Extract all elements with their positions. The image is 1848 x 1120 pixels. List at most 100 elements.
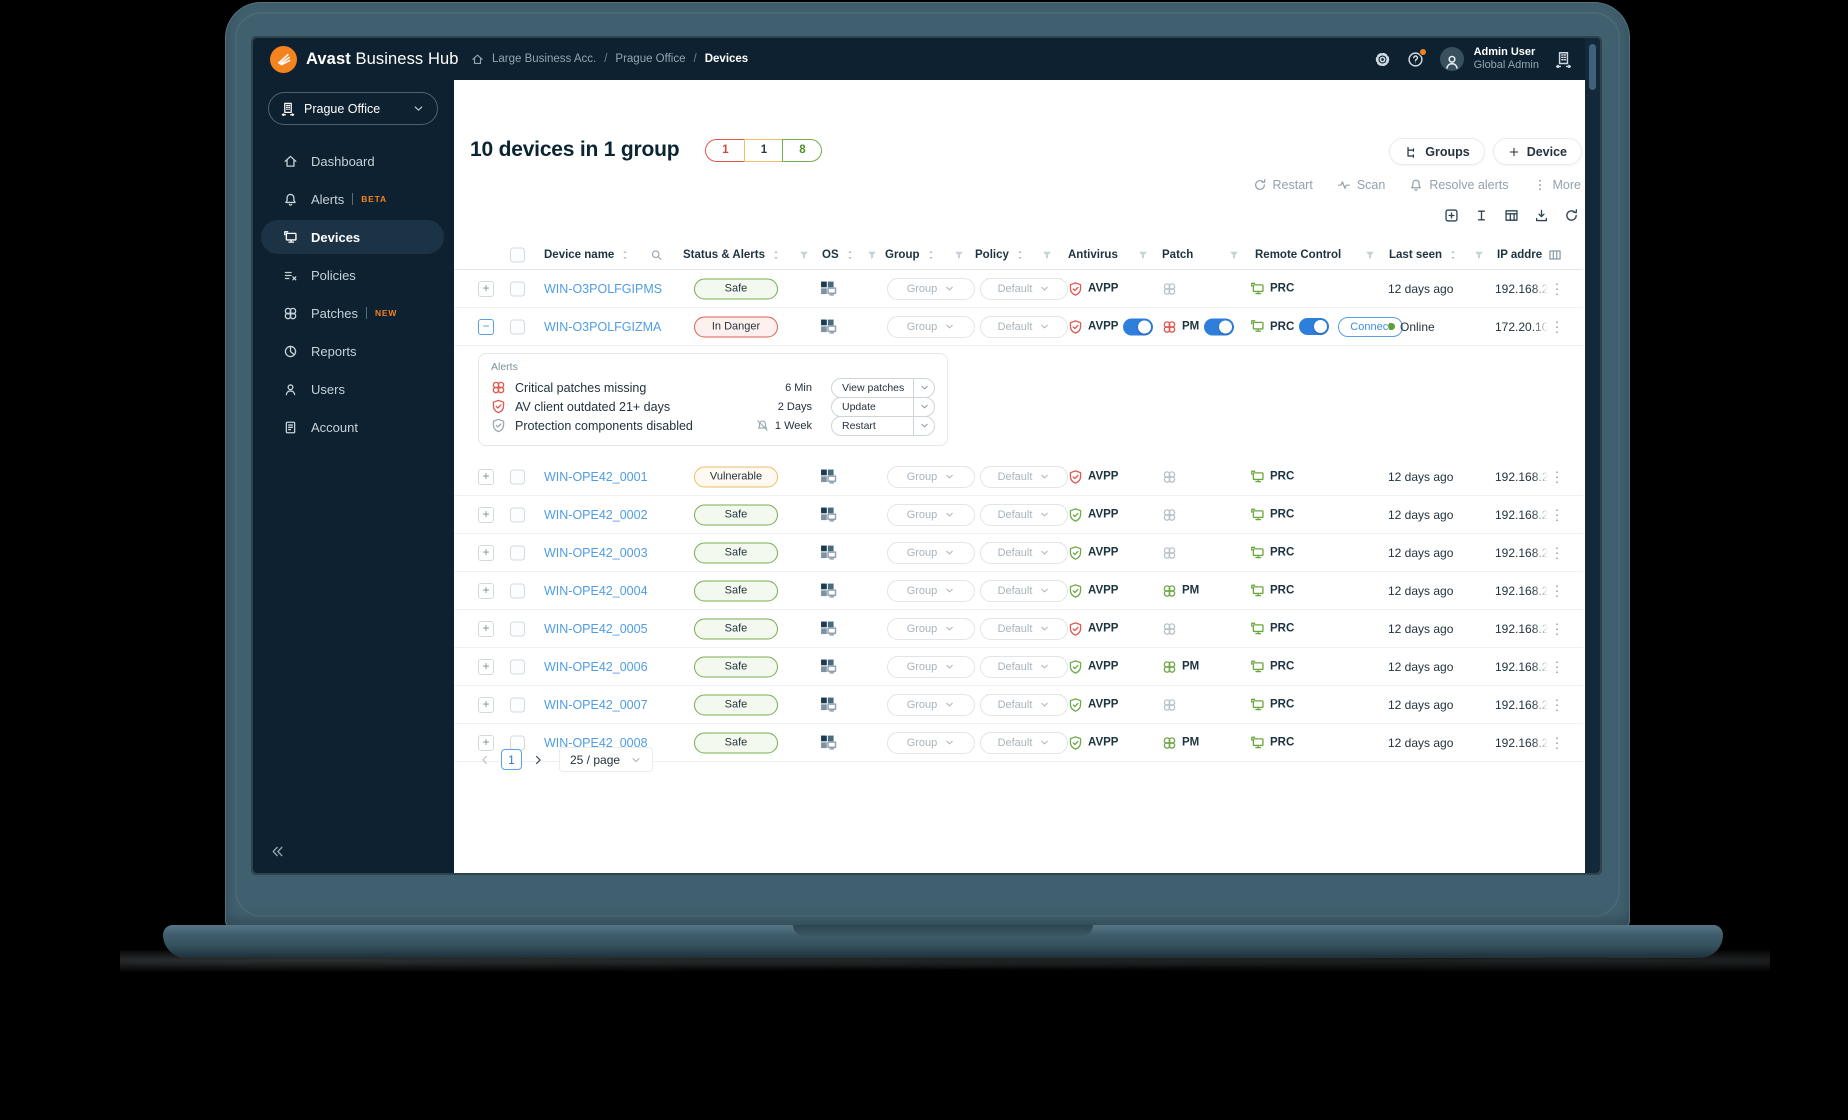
breadcrumb-site[interactable]: Prague Office (615, 53, 686, 65)
help-button[interactable] (1407, 47, 1427, 68)
expand-row-button[interactable]: + (478, 280, 494, 297)
remote-control-toggle[interactable] (1299, 318, 1330, 335)
device-name-link[interactable]: WIN-OPE42_0001 (544, 469, 648, 484)
breadcrumb-account[interactable]: Large Business Acc. (492, 53, 597, 65)
row-kebab-menu[interactable]: ⋮ (1550, 318, 1564, 334)
policy-dropdown[interactable]: Default (980, 503, 1068, 526)
avatar[interactable] (1439, 47, 1464, 71)
row-checkbox[interactable] (510, 583, 525, 598)
policy-dropdown[interactable]: Default (980, 579, 1068, 602)
settings-gear-icon[interactable] (1374, 51, 1391, 68)
group-dropdown[interactable]: Group (887, 655, 975, 678)
row-kebab-menu[interactable]: ⋮ (1550, 544, 1564, 560)
alert-action-dropdown[interactable]: Restart (831, 415, 935, 436)
vulnerable-count-badge[interactable]: 1 (743, 138, 784, 162)
sidebar-item-patches[interactable]: Patches NEW (253, 294, 454, 332)
expand-row-button[interactable]: + (478, 468, 494, 485)
expand-row-button[interactable]: + (478, 620, 494, 637)
column-antivirus[interactable]: Antivirus (1068, 248, 1118, 261)
row-kebab-menu[interactable]: ⋮ (1550, 280, 1564, 296)
site-selector[interactable]: Prague Office (268, 92, 438, 125)
group-dropdown[interactable]: Group (887, 503, 975, 526)
group-dropdown[interactable]: Group (887, 731, 975, 754)
sort-icon[interactable] (925, 249, 937, 261)
device-name-link[interactable]: WIN-OPE42_0002 (544, 507, 648, 522)
alert-action-dropdown[interactable]: View patches (831, 377, 935, 398)
row-checkbox[interactable] (510, 621, 525, 636)
column-last-seen[interactable]: Last seen (1389, 248, 1443, 261)
org-switcher-icon[interactable] (1555, 51, 1572, 68)
sidebar-item-dashboard[interactable]: Dashboard (253, 142, 454, 180)
row-kebab-menu[interactable]: ⋮ (1550, 620, 1564, 636)
column-os[interactable]: OS (822, 248, 839, 261)
policy-dropdown[interactable]: Default (980, 655, 1068, 678)
table-view-icon[interactable] (1504, 208, 1519, 223)
row-kebab-menu[interactable]: ⋮ (1550, 696, 1564, 712)
policy-dropdown[interactable]: Default (980, 541, 1068, 564)
column-status[interactable]: Status & Alerts (683, 248, 766, 261)
expand-all-icon[interactable] (1444, 208, 1459, 223)
sort-icon[interactable] (1014, 249, 1026, 261)
row-checkbox[interactable] (510, 697, 525, 712)
prev-page-icon[interactable] (478, 753, 492, 767)
user-info[interactable]: Admin User Global Admin (1474, 46, 1539, 71)
device-name-link[interactable]: WIN-OPE42_0007 (544, 697, 648, 712)
policy-dropdown[interactable]: Default (980, 465, 1068, 488)
expand-row-button[interactable]: + (478, 734, 494, 751)
column-ip-address[interactable]: IP addre (1497, 248, 1543, 261)
policy-dropdown[interactable]: Default (980, 731, 1068, 754)
filter-icon[interactable] (1137, 249, 1149, 261)
device-name-link[interactable]: WIN-OPE42_0003 (544, 545, 648, 560)
restart-action[interactable]: Restart (1253, 178, 1313, 192)
add-device-button[interactable]: Device (1493, 139, 1581, 164)
filter-icon[interactable] (798, 249, 810, 261)
expand-row-button[interactable]: + (478, 658, 494, 675)
row-kebab-menu[interactable]: ⋮ (1550, 468, 1564, 484)
filter-icon[interactable] (953, 249, 965, 261)
column-device-name[interactable]: Device name (544, 248, 615, 261)
policy-dropdown[interactable]: Default (980, 315, 1068, 338)
sidebar-item-alerts[interactable]: Alerts BETA (253, 180, 454, 218)
group-dropdown[interactable]: Group (887, 617, 975, 640)
row-checkbox[interactable] (510, 545, 525, 560)
group-dropdown[interactable]: Group (887, 693, 975, 716)
column-remote-control[interactable]: Remote Control (1255, 248, 1342, 261)
filter-icon[interactable] (1364, 249, 1376, 261)
antivirus-toggle[interactable] (1123, 318, 1154, 335)
sort-icon[interactable] (1447, 249, 1459, 261)
row-checkbox[interactable] (510, 659, 525, 674)
row-kebab-menu[interactable]: ⋮ (1550, 734, 1564, 750)
export-download-icon[interactable] (1534, 208, 1549, 223)
device-name-link[interactable]: WIN-O3POLFGIZMA (544, 319, 662, 334)
group-dropdown[interactable]: Group (887, 541, 975, 564)
row-kebab-menu[interactable]: ⋮ (1550, 658, 1564, 674)
device-name-link[interactable]: WIN-OPE42_0008 (544, 735, 648, 750)
column-group[interactable]: Group (885, 248, 920, 261)
row-height-icon[interactable] (1474, 208, 1489, 223)
filter-icon[interactable] (1228, 249, 1240, 261)
scan-action[interactable]: Scan (1337, 178, 1385, 192)
filter-icon[interactable] (1041, 249, 1053, 261)
group-dropdown[interactable]: Group (887, 315, 975, 338)
search-icon[interactable] (650, 248, 663, 261)
current-page[interactable]: 1 (501, 749, 522, 770)
sidebar-item-reports[interactable]: Reports (253, 332, 454, 370)
more-action[interactable]: More (1533, 178, 1581, 192)
policy-dropdown[interactable]: Default (980, 617, 1068, 640)
row-checkbox[interactable] (510, 281, 525, 296)
sidebar-item-account[interactable]: Account (253, 408, 454, 446)
row-kebab-menu[interactable]: ⋮ (1550, 582, 1564, 598)
refresh-icon[interactable] (1564, 208, 1579, 223)
device-name-link[interactable]: WIN-OPE42_0005 (544, 621, 648, 636)
scrollbar-thumb[interactable] (1589, 44, 1596, 90)
row-checkbox[interactable] (510, 507, 525, 522)
sidebar-item-users[interactable]: Users (253, 370, 454, 408)
filter-icon[interactable] (1473, 249, 1485, 261)
collapse-row-button[interactable]: − (478, 318, 494, 335)
collapse-sidebar-icon[interactable] (270, 844, 285, 859)
home-icon[interactable] (471, 53, 484, 66)
device-name-link[interactable]: WIN-OPE42_0004 (544, 583, 648, 598)
group-dropdown[interactable]: Group (887, 579, 975, 602)
expand-row-button[interactable]: + (478, 696, 494, 713)
device-name-link[interactable]: WIN-OPE42_0006 (544, 659, 648, 674)
